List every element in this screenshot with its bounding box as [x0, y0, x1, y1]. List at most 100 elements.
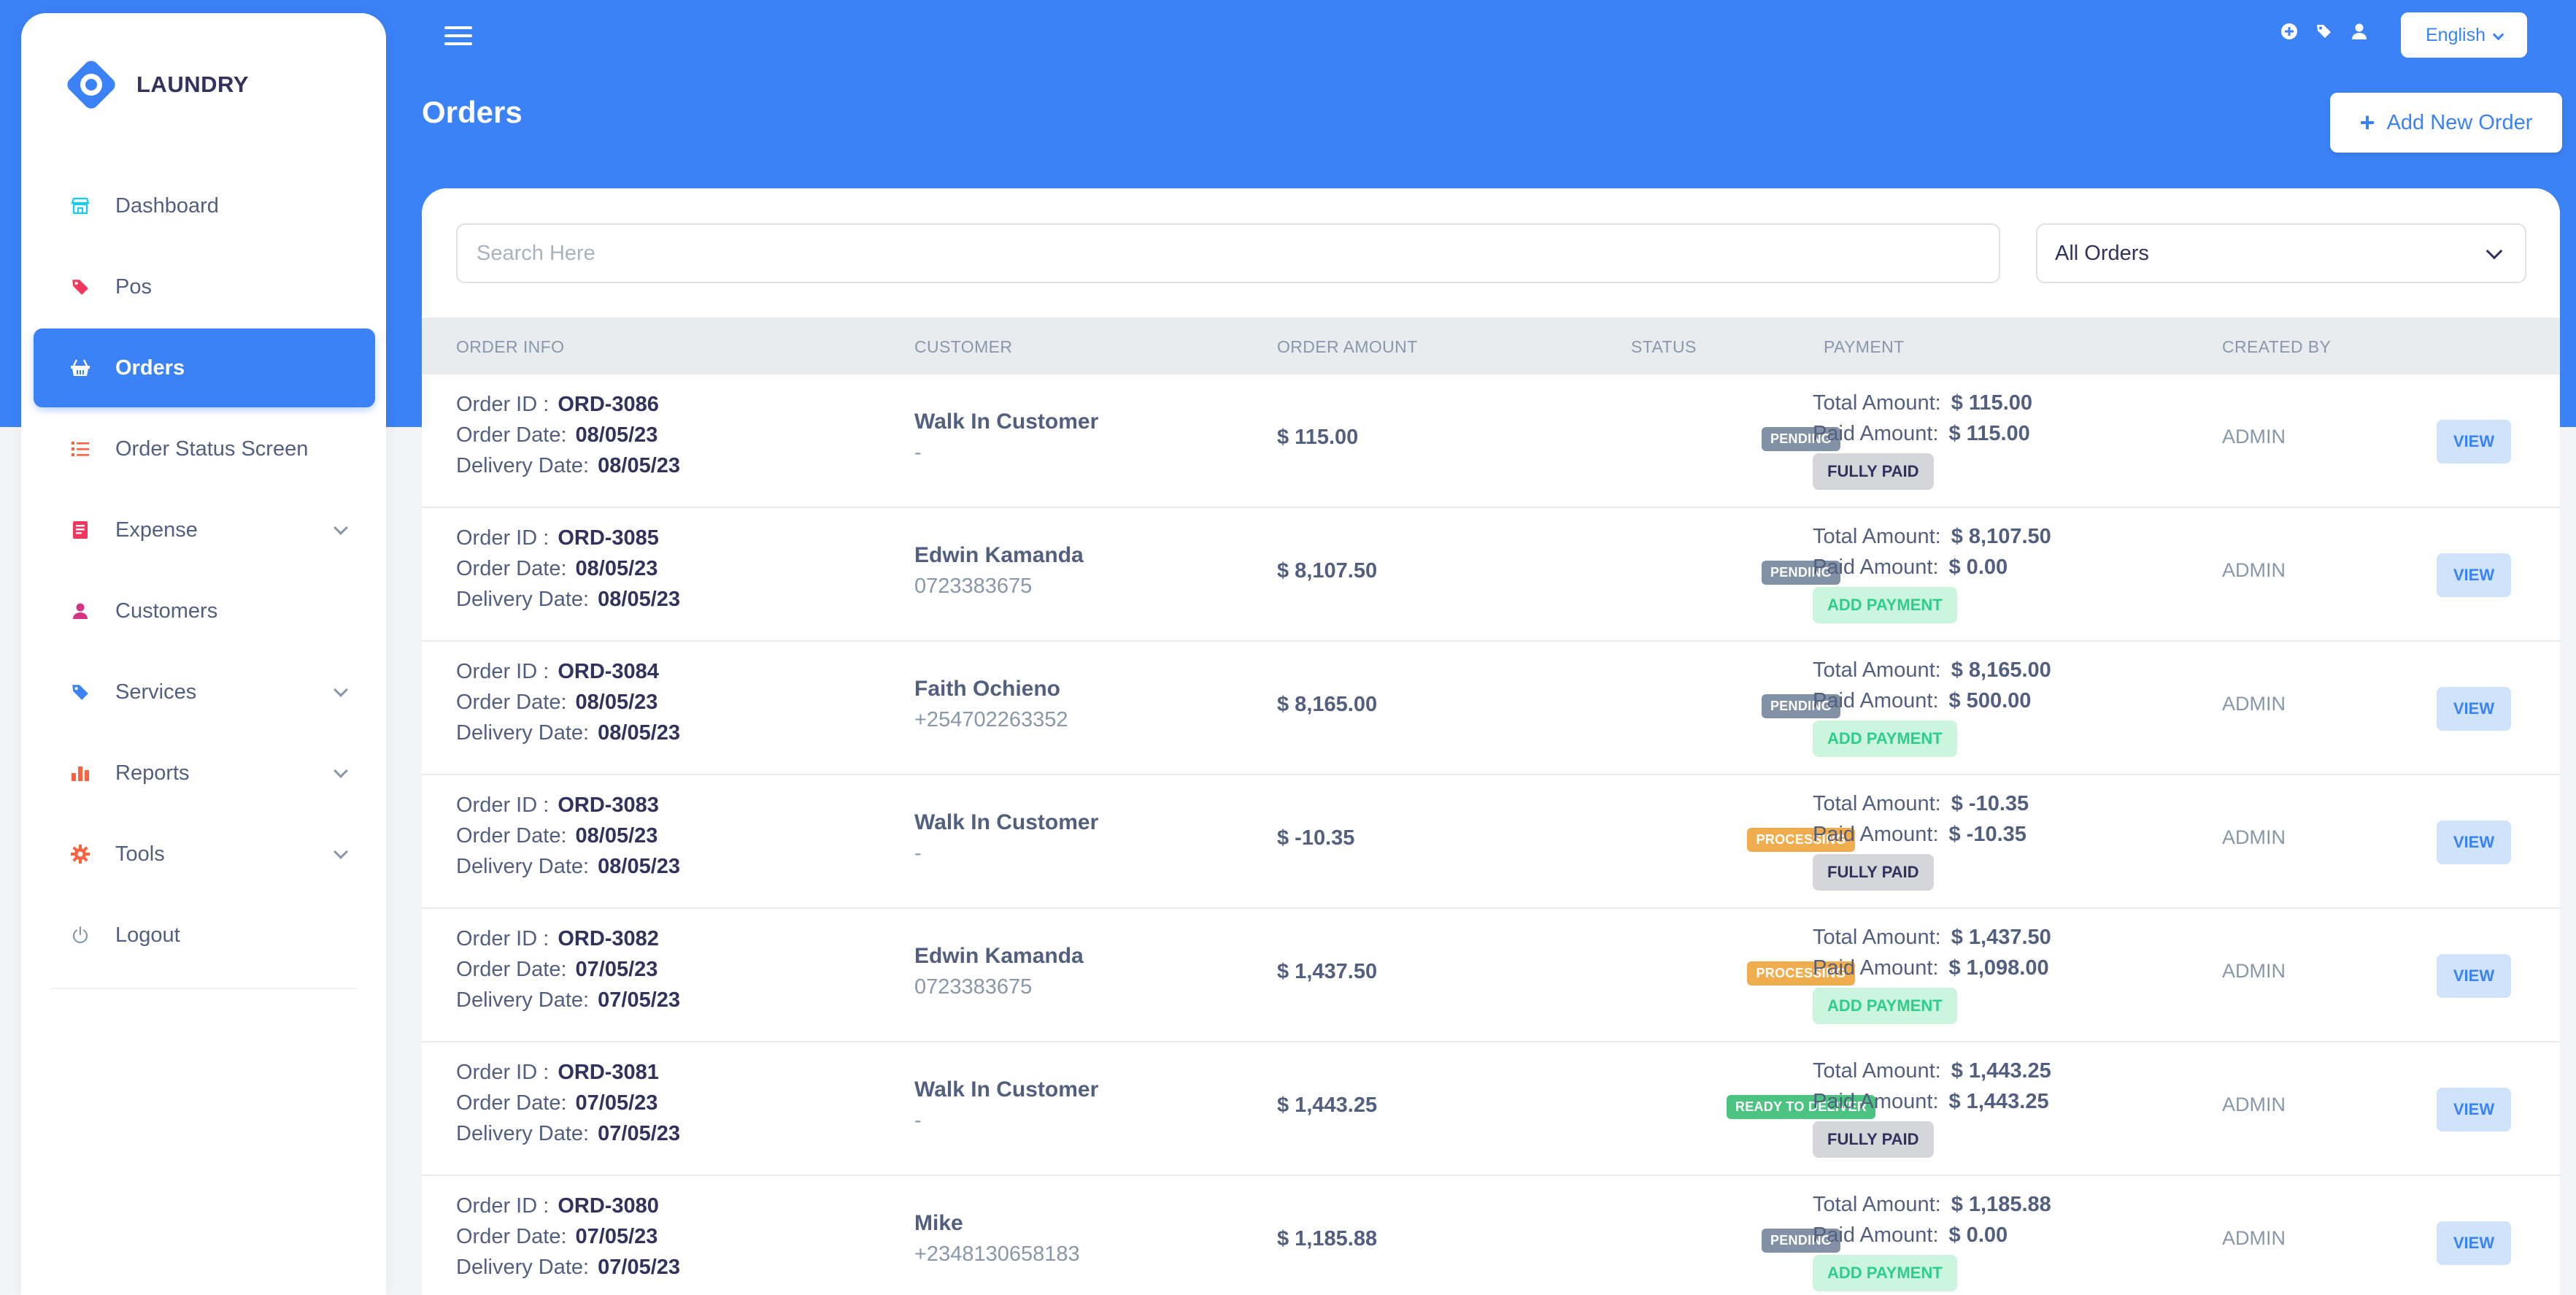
order-amount: $ 8,165.00: [1277, 693, 1378, 716]
sidebar-item-label: Logout: [115, 923, 180, 947]
sidebar-item-reports[interactable]: Reports: [34, 734, 375, 812]
total-amount-label: Total Amount:: [1813, 792, 1941, 815]
status-cell: PENDING: [1713, 427, 1889, 451]
created-by: ADMIN: [2222, 1227, 2286, 1249]
table-row: Order ID : ORD-3086 Order Date: 08/05/23 D…: [422, 374, 2560, 508]
order-id-label: Order ID :: [456, 793, 549, 817]
add-new-order-button[interactable]: + Add New Order: [2330, 93, 2562, 153]
customer-name: Walk In Customer: [914, 810, 1099, 834]
paid-amount: $ -10.35: [1948, 823, 2027, 846]
language-label: English: [2426, 24, 2486, 45]
customer-name: Faith Ochieno: [914, 677, 1061, 701]
paid-amount: $ 0.00: [1948, 1223, 2008, 1247]
add-payment-button[interactable]: ADD PAYMENT: [1813, 720, 1957, 757]
plus-circle-icon[interactable]: [2280, 22, 2299, 41]
sidebar-item-order-status-screen[interactable]: Order Status Screen: [34, 410, 375, 488]
sidebar-item-pos[interactable]: Pos: [34, 247, 375, 326]
receipt-icon: [70, 520, 90, 540]
paid-amount: $ 0.00: [1948, 556, 2008, 579]
order-id-label: Order ID :: [456, 660, 549, 683]
plus-icon: +: [2359, 107, 2375, 137]
customer-name: Walk In Customer: [914, 1077, 1099, 1102]
order-date-label: Order Date:: [456, 1225, 567, 1248]
customer-name: Edwin Kamanda: [914, 543, 1084, 567]
order-date: 08/05/23: [575, 824, 658, 848]
brand-name: LAUNDRY: [136, 72, 249, 97]
order-id: ORD-3081: [558, 1061, 659, 1084]
paid-amount-label: Paid Amount:: [1813, 823, 1939, 846]
order-date-label: Order Date:: [456, 1091, 567, 1115]
add-payment-button[interactable]: ADD PAYMENT: [1813, 988, 1957, 1024]
total-amount: $ 115.00: [1951, 391, 2033, 415]
order-id: ORD-3083: [558, 793, 659, 817]
payment-cell: Total Amount: $ 8,107.50 Paid Amount: $ 0.…: [1813, 521, 2051, 623]
created-by: ADMIN: [2222, 693, 2286, 715]
order-id-label: Order ID :: [456, 393, 549, 416]
created-by: ADMIN: [2222, 426, 2286, 447]
delivery-date-label: Delivery Date:: [456, 1122, 590, 1145]
total-amount-label: Total Amount:: [1813, 1193, 1941, 1216]
chevron-down-icon: [333, 845, 348, 859]
total-amount-label: Total Amount:: [1813, 658, 1941, 682]
view-button[interactable]: VIEW: [2437, 821, 2511, 864]
column-header-payment: PAYMENT: [1824, 337, 1905, 356]
order-filter-select[interactable]: All Orders: [2036, 223, 2526, 283]
sidebar-item-customers[interactable]: Customers: [34, 572, 375, 650]
add-payment-button[interactable]: ADD PAYMENT: [1813, 1255, 1957, 1291]
status-badge: PROCESSING: [1747, 828, 1855, 852]
created-by: ADMIN: [2222, 559, 2286, 581]
sidebar-item-tools[interactable]: Tools: [34, 815, 375, 894]
view-button[interactable]: VIEW: [2437, 954, 2511, 998]
table-row: Order ID : ORD-3082 Order Date: 07/05/23 D…: [422, 909, 2560, 1042]
customer-name: Walk In Customer: [914, 410, 1099, 434]
language-select[interactable]: English: [2401, 12, 2527, 58]
sidebar-item-expense[interactable]: Expense: [34, 491, 375, 569]
sidebar-item-logout[interactable]: Logout: [34, 896, 375, 975]
status-badge: PROCESSING: [1747, 961, 1855, 985]
customer-phone: -: [914, 842, 922, 865]
customer-phone: +254702263352: [914, 708, 1068, 731]
brand[interactable]: LAUNDRY: [64, 41, 249, 128]
delivery-date-label: Delivery Date:: [456, 1256, 590, 1279]
customer-cell: Edwin Kamanda 0723383675: [914, 540, 1084, 602]
menu-toggle-icon[interactable]: [444, 26, 472, 45]
order-date: 08/05/23: [575, 423, 658, 447]
sidebar-item-dashboard[interactable]: Dashboard: [34, 166, 375, 245]
orders-card: All Orders ORDER INFO CUSTOMER ORDER AMO…: [422, 188, 2560, 1295]
status-cell: PROCESSING: [1713, 961, 1889, 985]
sidebar-item-label: Expense: [115, 518, 198, 542]
delivery-date: 07/05/23: [598, 1256, 681, 1279]
top-icon-group: [2280, 22, 2369, 41]
sidebar-item-services[interactable]: Services: [34, 653, 375, 731]
order-amount: $ 8,107.50: [1277, 559, 1378, 583]
order-info-cell: Order ID : ORD-3083 Order Date: 08/05/23 D…: [456, 790, 680, 882]
view-button[interactable]: VIEW: [2437, 1088, 2511, 1131]
view-button[interactable]: VIEW: [2437, 420, 2511, 464]
order-filter-value: All Orders: [2055, 241, 2149, 265]
sidebar-nav: Dashboard Pos Orders Order Status Screen…: [34, 166, 375, 977]
tags-icon[interactable]: [2315, 22, 2334, 41]
order-date: 07/05/23: [575, 958, 658, 981]
payment-cell: Total Amount: $ 8,165.00 Paid Amount: $ 50…: [1813, 655, 2051, 757]
view-button[interactable]: VIEW: [2437, 553, 2511, 597]
order-info-cell: Order ID : ORD-3084 Order Date: 08/05/23 D…: [456, 656, 680, 748]
delivery-date: 08/05/23: [598, 721, 681, 745]
add-payment-button[interactable]: ADD PAYMENT: [1813, 587, 1957, 623]
column-header-customer: CUSTOMER: [914, 337, 1013, 356]
sidebar-item-orders[interactable]: Orders: [34, 328, 375, 407]
order-date: 08/05/23: [575, 691, 658, 714]
paid-amount-label: Paid Amount:: [1813, 689, 1939, 712]
status-cell: PENDING: [1713, 1229, 1889, 1253]
search-input[interactable]: [456, 223, 2000, 283]
order-id-label: Order ID :: [456, 526, 549, 550]
delivery-date-label: Delivery Date:: [456, 454, 590, 477]
view-button[interactable]: VIEW: [2437, 687, 2511, 731]
paid-amount: $ 500.00: [1948, 689, 2032, 712]
order-info-cell: Order ID : ORD-3085 Order Date: 08/05/23 D…: [456, 523, 680, 615]
table-row: Order ID : ORD-3085 Order Date: 08/05/23 D…: [422, 508, 2560, 642]
total-amount: $ 1,437.50: [1951, 926, 2051, 949]
delivery-date: 08/05/23: [598, 855, 681, 878]
user-icon[interactable]: [2350, 22, 2369, 41]
view-button[interactable]: VIEW: [2437, 1221, 2511, 1265]
total-amount-label: Total Amount:: [1813, 391, 1941, 415]
